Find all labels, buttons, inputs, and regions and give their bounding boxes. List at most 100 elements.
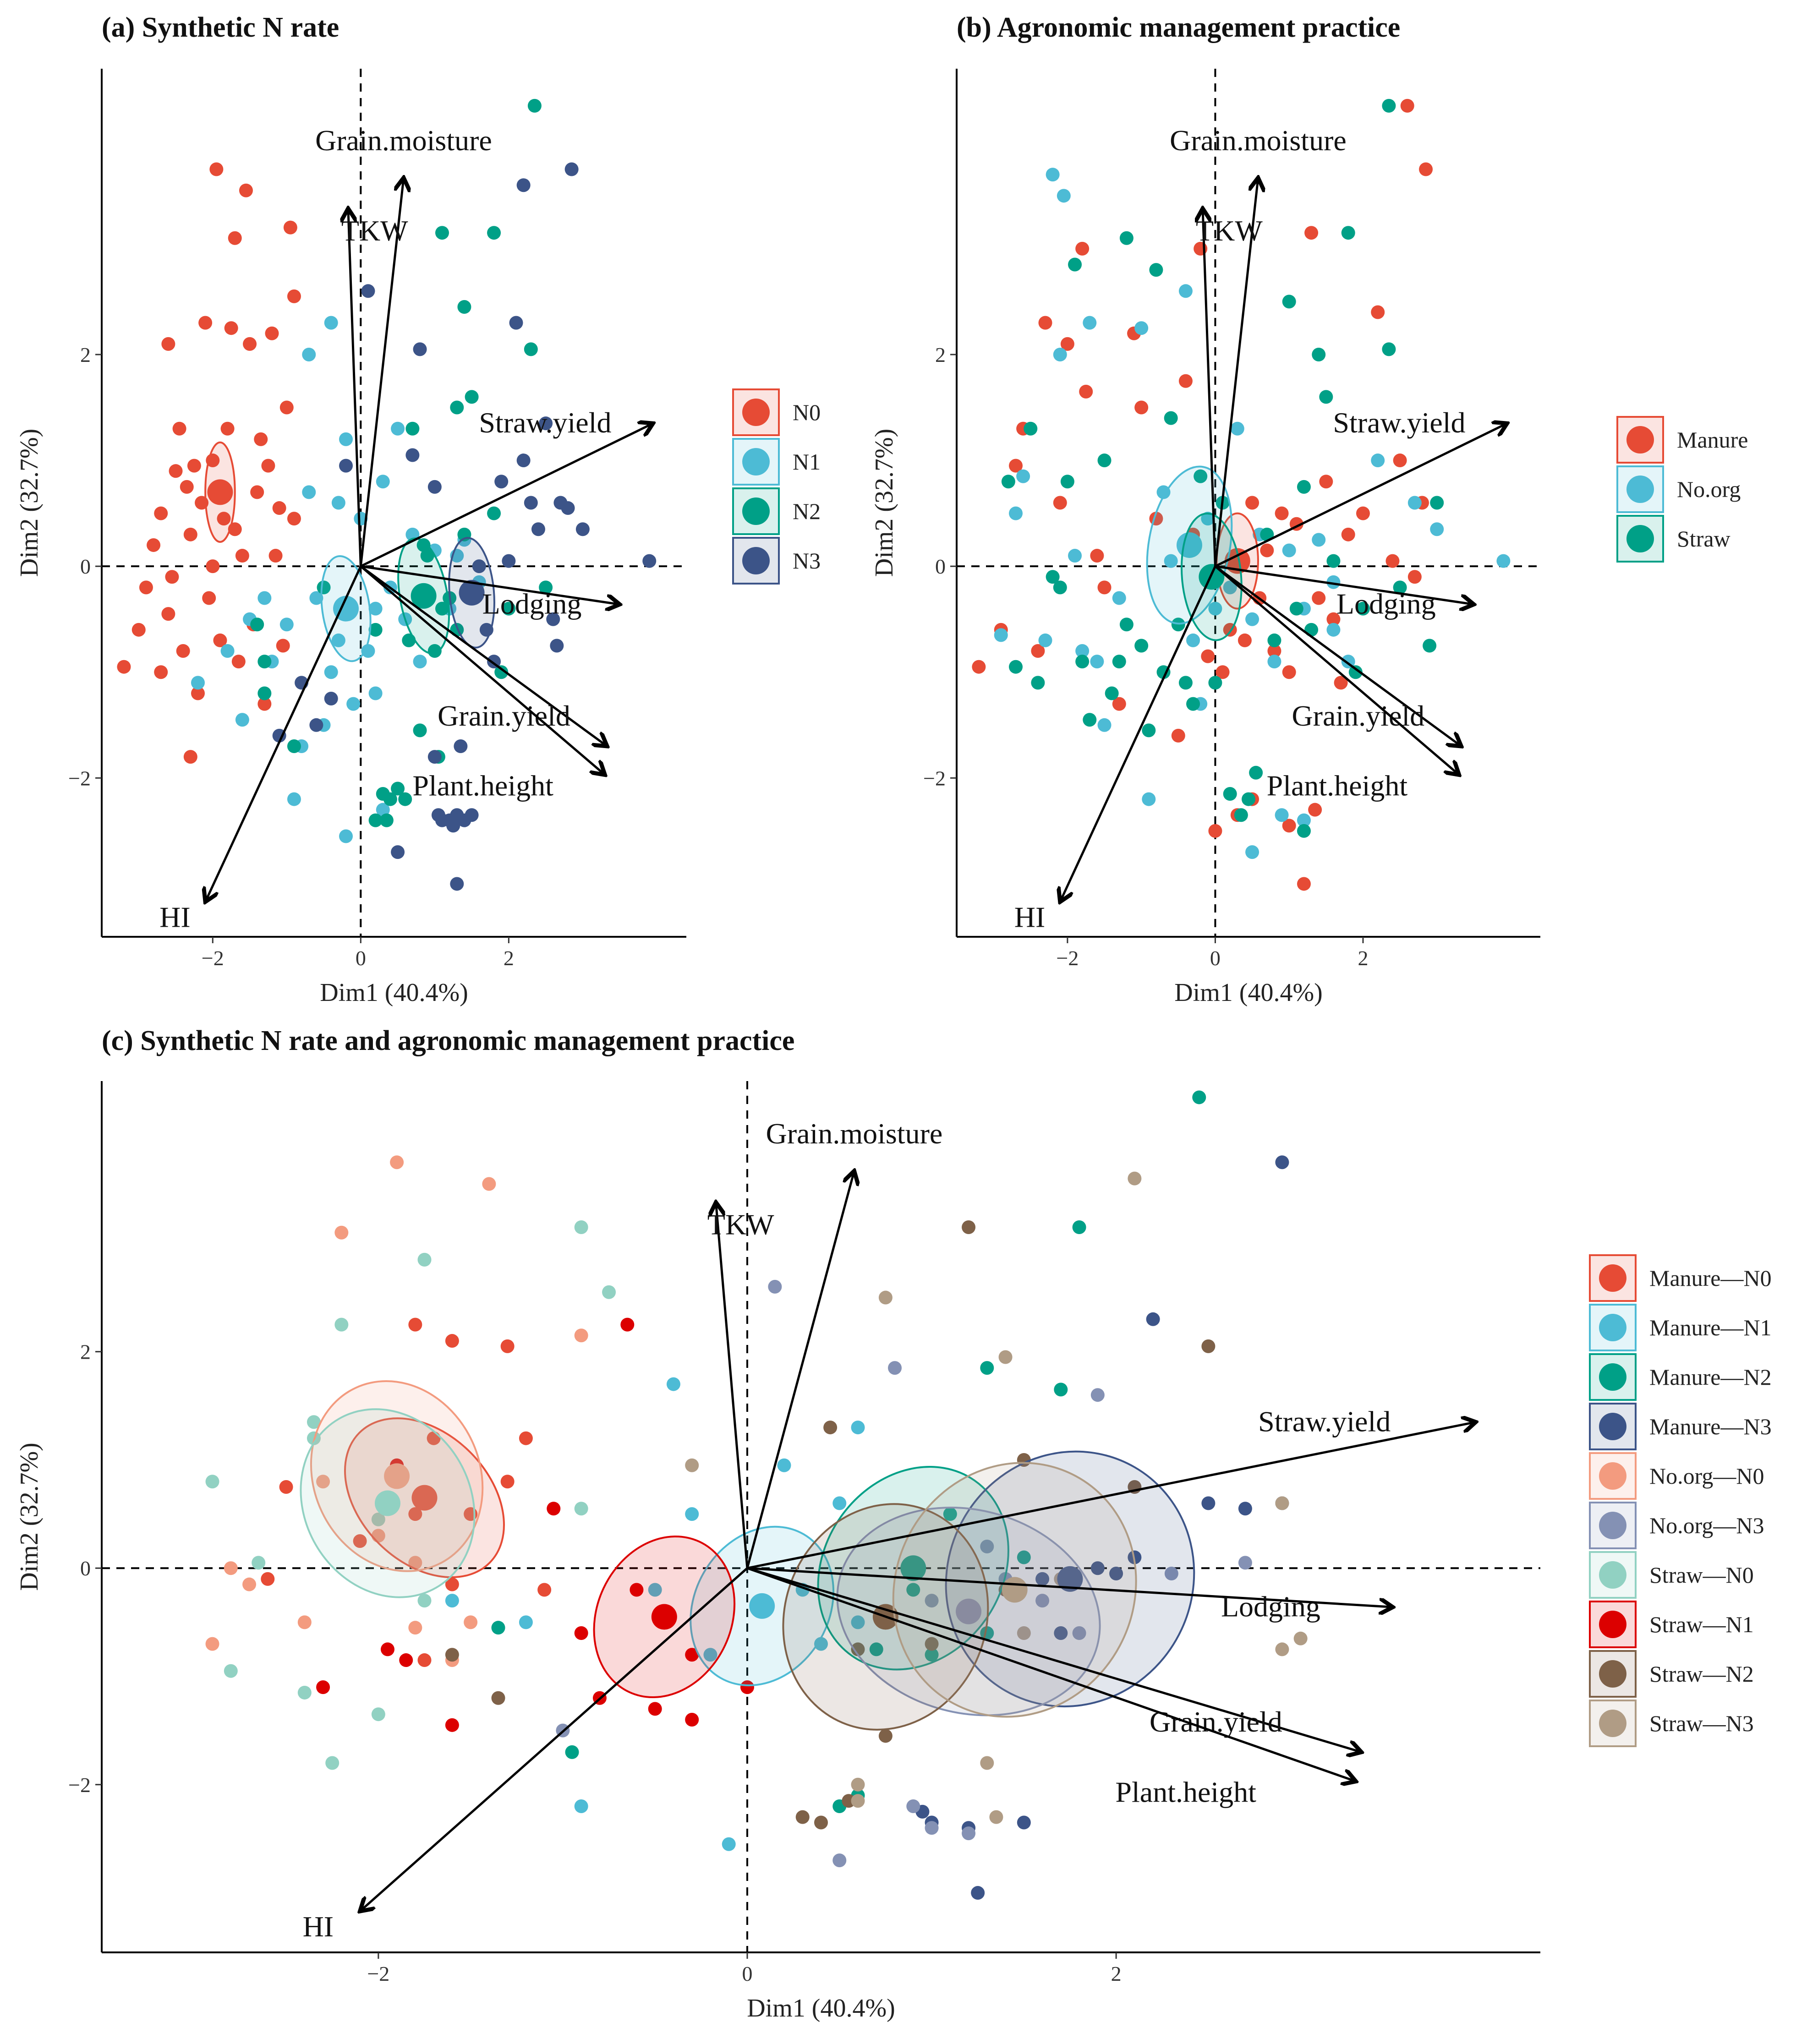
c-legend-key (1589, 1353, 1637, 1401)
c-variable-label: Plant.height (1115, 1776, 1256, 1809)
a-data-point (427, 750, 442, 764)
c-data-point (685, 1458, 699, 1472)
c-group-centroid (956, 1598, 982, 1624)
a-variable-label: TKW (341, 214, 408, 247)
b-variable-arrow (1214, 178, 1258, 567)
c-variable-arrow (716, 1202, 749, 1569)
a-data-point (457, 300, 471, 314)
b-data-point (1068, 549, 1082, 563)
c-data-point (768, 1279, 782, 1294)
a-data-point (339, 459, 353, 473)
a-data-point (224, 321, 238, 335)
b-data-point (1341, 527, 1355, 541)
a-data-point (376, 475, 390, 489)
a-data-point (302, 347, 316, 361)
b-data-point (1382, 342, 1396, 356)
c-data-point (334, 1225, 349, 1240)
a-data-point (279, 618, 294, 632)
panel-c-plot: −2 0 2 −2 0 2 Dim1 (40.4%) Dim2 (32.7%) Grain.mo… (15, 1081, 1772, 2022)
b-data-point (1053, 347, 1067, 361)
a-variable-arrow (359, 178, 404, 567)
c-data-point (445, 1594, 459, 1608)
c-legend-dot (1599, 1611, 1626, 1638)
c-data-point (925, 1594, 939, 1608)
c-data-point (823, 1421, 838, 1435)
c-data-point (445, 1334, 459, 1348)
c-data-point (224, 1664, 238, 1678)
b-data-point (1112, 591, 1126, 605)
c-data-point (1090, 1388, 1105, 1402)
c-legend-dot (1599, 1660, 1626, 1688)
a-data-point (202, 591, 216, 605)
c-variable-label: Lodging (1221, 1590, 1320, 1623)
a-data-point (257, 697, 272, 711)
c-variable-label: HI (303, 1910, 334, 1943)
b-legend-item: Straw (1616, 515, 1730, 563)
a-variable-label: Plant.height (412, 769, 553, 802)
c-data-point (906, 1583, 920, 1597)
c-data-point (980, 1626, 994, 1640)
c-data-point (399, 1653, 413, 1667)
b-data-point (1075, 644, 1090, 658)
b-data-point (1393, 454, 1407, 468)
panel-b-title: (b) Agronomic management practice (957, 12, 1400, 43)
c-legend-label: Manure—N3 (1649, 1414, 1772, 1439)
c-data-point (242, 1577, 257, 1591)
a-data-point (172, 421, 186, 436)
b-data-point (1171, 728, 1185, 743)
a-legend-item: N1 (732, 438, 821, 486)
b-data-point (1267, 633, 1281, 647)
c-data-point (980, 1361, 994, 1375)
c-data-point (417, 1653, 432, 1667)
a-data-point (391, 421, 405, 436)
b-data-point (1496, 554, 1511, 568)
b-variable-label: Plant.height (1267, 769, 1408, 802)
a-data-point (183, 750, 197, 764)
a-data-point (265, 326, 279, 340)
b-variable-label: TKW (1196, 214, 1263, 247)
b-data-point (1112, 655, 1126, 669)
a-data-point (550, 639, 564, 653)
b-data-point (1060, 337, 1074, 351)
c-group-centroid (1002, 1577, 1028, 1603)
b-data-point (1178, 374, 1193, 388)
b-data-point (1400, 98, 1414, 113)
c-data-point (205, 1637, 219, 1651)
b-data-point (1407, 570, 1422, 584)
b-data-point (1238, 633, 1252, 647)
a-group-centroid (459, 579, 485, 606)
c-legend-label: No.org—N3 (1649, 1513, 1764, 1538)
c-data-point (971, 1886, 985, 1900)
b-data-point (1024, 421, 1038, 436)
c-xtick-label: −2 (367, 1962, 389, 1985)
b-data-point (1208, 676, 1222, 690)
a-data-point (324, 692, 338, 706)
c-data-point (630, 1583, 644, 1597)
c-legend-item: Straw—N3 (1589, 1700, 1754, 1747)
c-data-point (408, 1507, 422, 1521)
b-data-point (1164, 554, 1178, 568)
b-variable-arrow (1203, 208, 1216, 567)
c-data-point (666, 1377, 680, 1391)
c-legend-label: Manure—N1 (1649, 1315, 1772, 1340)
c-data-point (417, 1594, 432, 1608)
c-data-point (279, 1480, 293, 1494)
panel-a-plot: −2 0 2 −2 0 2 Dim1 (40.4%) Dim2 (32.7%) Grain.mo… (15, 69, 821, 1007)
b-data-point (1201, 649, 1215, 663)
a-data-point (250, 618, 264, 632)
c-data-point (574, 1626, 588, 1640)
b-group-centroid (1224, 548, 1250, 574)
c-data-point (906, 1799, 920, 1814)
a-data-point (465, 390, 479, 404)
c-legend-dot (1599, 1462, 1626, 1490)
a-variable-label: Grain.moisture (315, 124, 492, 157)
b-data-point (1134, 321, 1149, 335)
c-variable-label: Straw.yield (1258, 1405, 1391, 1437)
a-legend-label: N0 (793, 399, 821, 425)
b-data-point (1326, 612, 1341, 626)
b-legend-dot (1626, 426, 1654, 454)
c-data-point (1017, 1550, 1031, 1564)
a-data-point (257, 655, 272, 669)
a-data-point (243, 337, 257, 351)
c-data-point (1035, 1594, 1050, 1608)
